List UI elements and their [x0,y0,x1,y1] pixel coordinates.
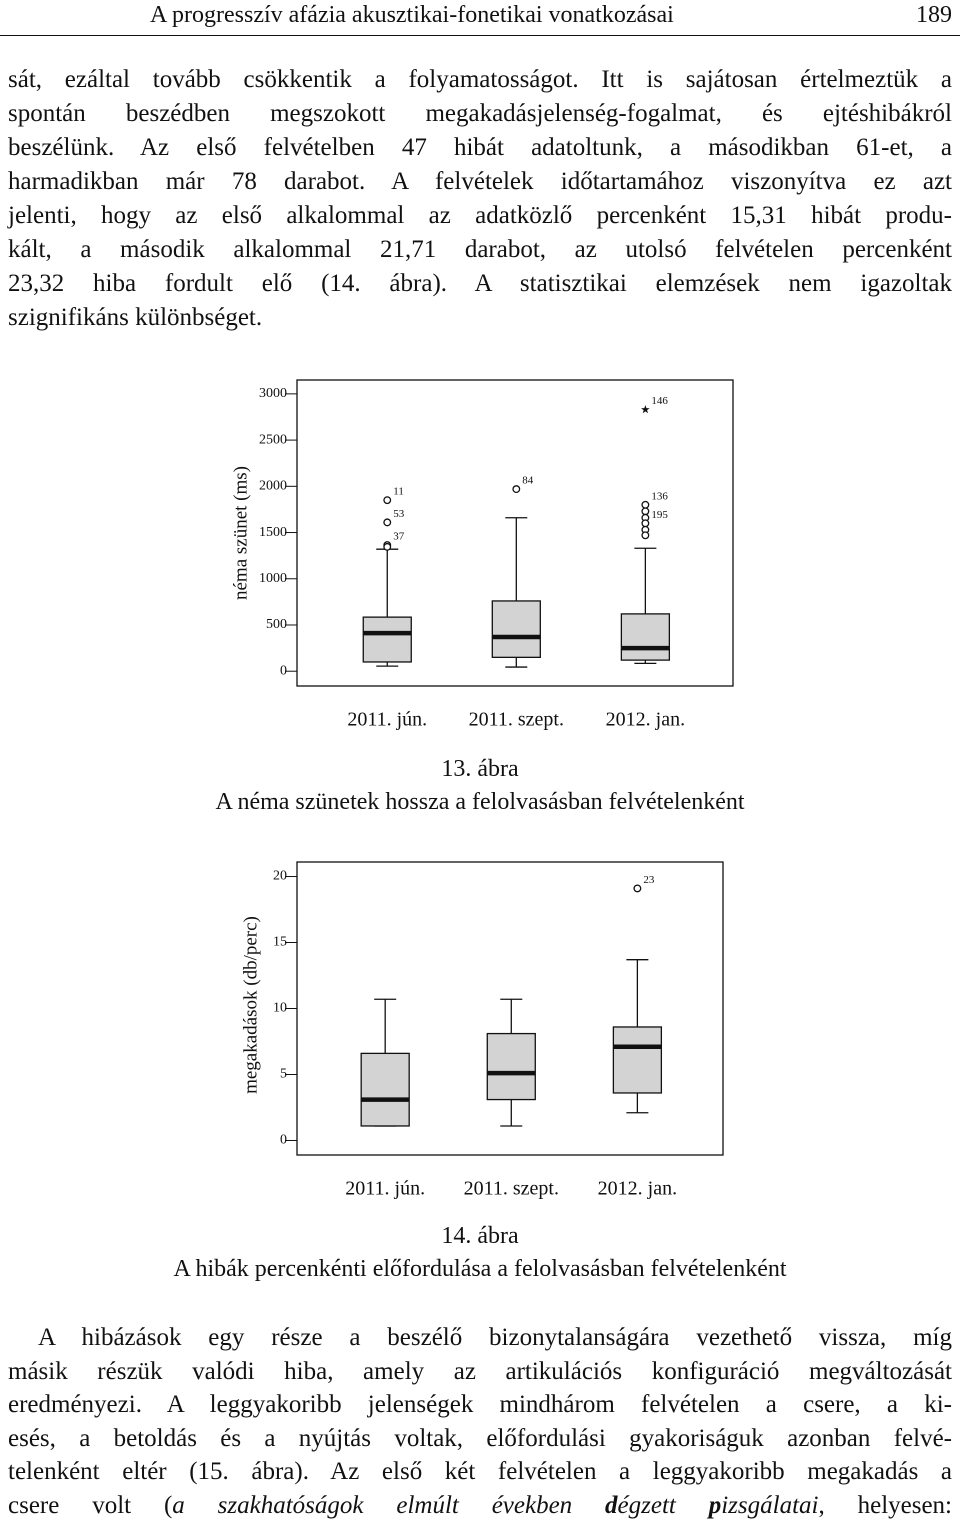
y-tick-label: 1000 [259,571,287,586]
y-tick-label: 0 [280,663,287,678]
text-line: másik részük valódi hiba, amely az artik… [8,1357,952,1385]
text-line: sát, ezáltal tovább csökkentik a folyama… [8,66,952,93]
x-tick-label: 2011. jún. [347,709,427,731]
outlier-marker [641,507,650,516]
text-line: 23,32 hiba fordult elő (14. ábra). A sta… [8,270,952,297]
outlier-label: 136 [651,490,668,502]
outlier-label: 146 [651,395,668,407]
outlier-marker [383,542,392,551]
outlier-label: 37 [393,531,405,543]
figure-caption: A hibák percenkénti előfordulása a felol… [173,1256,787,1282]
outlier-marker [512,485,521,494]
figure-caption: A néma szünetek hossza a felolvasásban f… [215,789,745,815]
figure-label: 13. ábra [441,756,519,782]
text-line: kált, a második alkalommal 21,71 darabot… [8,236,952,263]
y-tick-label: 2500 [259,432,287,447]
text-line: A hibázások egy része a beszélő bizonyta… [38,1324,952,1351]
y-tick-label: 2000 [259,479,287,494]
x-tick-label: 2011. jún. [345,1178,425,1200]
header-rule [0,35,960,36]
box [360,1052,410,1127]
page-number: 189 [916,2,952,28]
y-tick-label: 15 [273,935,287,950]
y-axis-title: megakadások (db/perc) [240,916,261,1094]
y-axis-title: néma szünet (ms) [230,466,251,600]
y-tick-label: 20 [273,869,287,884]
outlier-marker [641,500,650,509]
outlier-marker [641,531,650,540]
x-tick-label: 2011. szept. [469,709,564,731]
text-line: beszélünk. Az első felvételben 47 hibát … [8,134,952,161]
extreme-marker [641,405,650,414]
text-line: esés, a betoldás és a nyújtás voltak, el… [8,1424,952,1452]
y-tick-label: 3000 [259,386,287,401]
outlier-label: 23 [643,874,655,886]
y-tick-label: 10 [273,1001,287,1016]
text-line: spontán beszédben megszokott megakadásje… [8,100,952,127]
text-segment: p [708,1492,722,1519]
outlier-marker [383,496,392,505]
text-segment: csere volt ( [8,1492,173,1519]
outlier-label: 84 [522,475,534,487]
text-segment: izsgálatai [721,1492,819,1519]
x-tick-label: 2011. szept. [464,1178,559,1200]
outlier-label: 195 [651,509,668,521]
x-tick-label: 2012. jan. [606,709,685,731]
running-title: A progresszív afázia akusztikai-fonetika… [150,2,674,28]
text-line: szignifikáns különbséget. [8,304,263,331]
box-plot: 0 5 10 15 20 megakadások (db/perc) 2011. jún. 2… [240,861,724,1200]
box [491,600,541,658]
outlier-label: 11 [393,486,404,498]
text-line: jelenti, hogy az első alkalommal az adat… [8,202,952,229]
text-line: csere volt (a szakhatóságok elmúlt évekb… [8,1489,952,1522]
box [362,616,412,663]
text-segment: égzett [617,1492,709,1519]
text-line: eredményezi. A leggyakoribb jelenségek m… [8,1391,952,1419]
y-tick-label: 500 [266,617,287,632]
text-segment: a szakhatóságok elmúlt években [172,1492,606,1519]
text-segment: , helyesen: [818,1492,953,1519]
text-line: telenként eltér (15. ábra). Az első két … [8,1458,952,1486]
y-tick-label: 1500 [259,525,287,540]
outlier-marker [633,884,642,893]
text-line: harmadikban már 78 darabot. A felvételek… [8,168,952,195]
box-plot: 0 500 1000 1500 2000 2500 3000 néma szünet (ms)… [230,379,734,731]
outlier-marker [383,518,392,527]
box [620,613,671,661]
y-tick-label: 5 [280,1067,287,1082]
text-segment: d [605,1492,618,1519]
box [486,1032,536,1101]
x-tick-label: 2012. jan. [598,1178,677,1200]
box [612,1026,663,1094]
y-tick-label: 0 [280,1133,287,1148]
outlier-label: 53 [393,508,405,520]
outlier-marker [641,519,650,528]
figure-label: 14. ábra [441,1223,519,1249]
